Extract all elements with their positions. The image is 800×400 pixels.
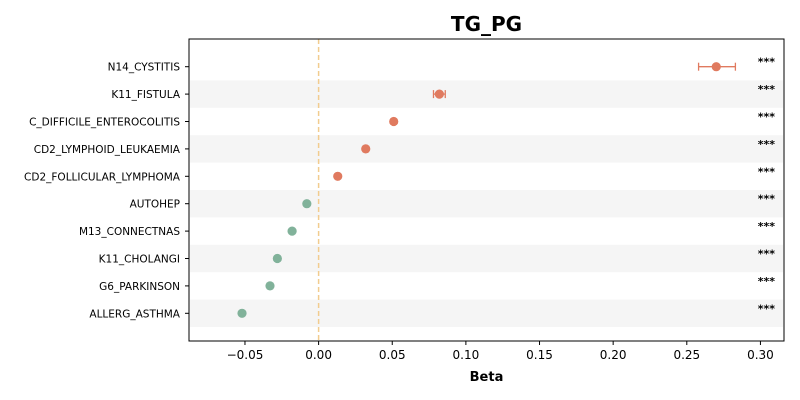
significance-label: *** (758, 83, 776, 96)
y-tick-label: CD2_LYMPHOID_LEUKAEMIA (34, 144, 181, 156)
point-g6_parkinson (265, 281, 275, 291)
x-tick-label: 0.30 (747, 348, 774, 362)
plot-frame (188, 38, 785, 342)
x-tick-label: 0.10 (453, 348, 480, 362)
data-points (237, 62, 721, 318)
y-tick-label: CD2_FOLLICULAR_LYMPHOMA (24, 171, 181, 183)
row-band (190, 135, 783, 163)
row-band (190, 244, 783, 273)
y-tick-label: C_DIFFICILE_ENTEROCOLITIS (29, 117, 180, 129)
y-tick-label: ALLERG_ASTHMA (89, 308, 180, 320)
x-tick-label: 0.25 (673, 348, 700, 362)
significance-labels: *** *** *** *** *** *** *** *** *** *** (758, 56, 776, 316)
significance-label: *** (758, 275, 776, 288)
significance-label: *** (758, 220, 776, 233)
y-tick-label: M13_CONNECTNAS (79, 226, 180, 238)
row-bands (190, 80, 783, 327)
row-band (190, 190, 783, 218)
x-tick-label: 0.00 (305, 348, 332, 362)
point-allerg_asthma (237, 308, 247, 318)
x-tick-label: 0.05 (379, 348, 406, 362)
y-tick-label: K11_FISTULA (111, 89, 180, 101)
significance-label: *** (758, 56, 776, 69)
y-axis-ticks: N14_CYSTITIS K11_FISTULA C_DIFFICILE_ENTER… (24, 62, 189, 320)
row-band (190, 80, 783, 108)
x-tick-label: 0.20 (600, 348, 627, 362)
point-k11_fistula (434, 89, 444, 99)
point-cd2_follicular_lymphoma (333, 171, 343, 181)
chart-title: TG_PG (451, 12, 522, 36)
y-tick-label: G6_PARKINSON (99, 281, 180, 293)
point-k11_cholangi (272, 253, 282, 264)
x-axis-ticks: −0.05 0.00 0.05 0.10 0.15 0.20 0.25 0.30 (227, 341, 774, 362)
point-n14_cystitis (711, 62, 721, 72)
significance-label: *** (758, 302, 776, 315)
point-cd2_lymphoid_leukaemia (361, 144, 371, 154)
x-tick-label: 0.15 (526, 348, 553, 362)
significance-label: *** (758, 248, 776, 261)
significance-label: *** (758, 165, 776, 178)
point-m13_connectnas (287, 226, 297, 236)
row-band (190, 299, 783, 327)
x-axis-label: Beta (470, 370, 504, 385)
significance-label: *** (758, 138, 776, 151)
y-tick-label: K11_CHOLANGI (99, 254, 180, 266)
point-autohep (302, 199, 312, 209)
y-tick-label: N14_CYSTITIS (108, 62, 181, 74)
significance-label: *** (758, 193, 776, 206)
point-c_difficile_enterocolitis (389, 116, 399, 127)
y-tick-label: AUTOHEP (130, 199, 180, 211)
significance-label: *** (758, 111, 776, 124)
x-tick-label: −0.05 (227, 348, 264, 362)
